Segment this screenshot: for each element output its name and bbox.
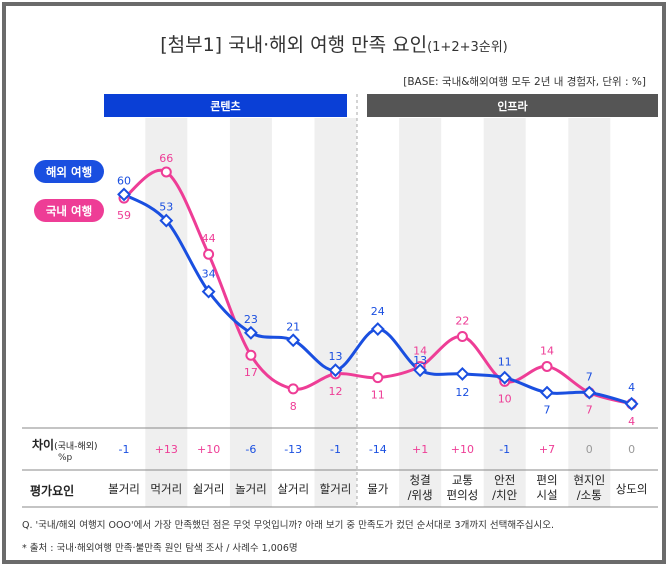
category-header: 평가요인 — [30, 484, 75, 498]
category-label: /위생 — [408, 488, 433, 502]
group-header-infra: 인프라 — [367, 94, 658, 117]
data-label-domestic: 12 — [329, 385, 343, 398]
data-label-domestic: 17 — [244, 366, 258, 379]
category-label: 쉴거리 — [193, 482, 225, 496]
data-label-overseas: 34 — [202, 268, 216, 281]
data-label-domestic: 66 — [159, 152, 173, 165]
diff-value: +10 — [451, 443, 474, 456]
question-note: Q. '국내/해외 여행지 OOO'에서 가장 만족했던 점은 무엇 무엇입니까… — [22, 520, 555, 531]
diff-value: 0 — [586, 443, 593, 456]
chart-title: [첨부1] 국내·해외 여행 만족 요인(1+2+3순위) — [160, 34, 508, 56]
category-label: 먹거리 — [150, 482, 182, 496]
category-label: 할거리 — [320, 482, 352, 496]
data-point-overseas — [582, 385, 597, 400]
diff-value: -1 — [330, 443, 341, 456]
diff-row-label: 차이(국내-해외) — [32, 438, 98, 452]
data-label-overseas: 7 — [586, 371, 593, 384]
data-label-domestic: 7 — [586, 404, 593, 417]
data-point-overseas — [497, 370, 512, 385]
data-label-domestic: 14 — [540, 344, 554, 357]
data-point-overseas — [455, 367, 470, 381]
category-label: 놀거리 — [235, 482, 267, 496]
diff-value: +1 — [412, 443, 428, 456]
base-note: [BASE: 국내&해외여행 모두 2년 내 경험자, 단위 : %] — [403, 76, 646, 88]
category-label: 현지인 — [573, 473, 605, 487]
data-label-domestic: 22 — [455, 315, 469, 328]
category-label: 물가 — [367, 482, 389, 496]
data-point-overseas — [413, 363, 428, 378]
category-label: 볼거리 — [108, 482, 140, 496]
data-label-domestic: 10 — [498, 392, 512, 405]
data-point-overseas — [540, 385, 554, 400]
category-label: /치안 — [492, 488, 517, 502]
column-band — [568, 118, 611, 507]
data-point-overseas — [624, 396, 639, 411]
data-point-overseas — [201, 284, 216, 299]
data-label-domestic: 8 — [290, 400, 297, 413]
data-label-overseas: 7 — [544, 404, 551, 417]
data-point-domestic — [456, 331, 468, 343]
category-label: 살거리 — [277, 482, 309, 496]
source-note: * 출처 : 국내·해외여행 만족·불만족 원인 탐색 조사 / 사례수 1,0… — [22, 543, 298, 554]
data-point-domestic — [160, 166, 172, 178]
category-label: 청결 — [410, 473, 431, 487]
data-point-domestic — [541, 360, 553, 372]
diff-value: +13 — [155, 443, 178, 456]
data-label-domestic: 14 — [413, 344, 427, 357]
data-label-overseas: 21 — [286, 320, 300, 333]
data-point-domestic — [287, 383, 299, 395]
category-label: 시설 — [536, 488, 557, 502]
data-label-domestic: 44 — [202, 232, 216, 245]
category-label: 안전 — [494, 473, 515, 487]
legend-domestic: 국내 여행 — [34, 199, 104, 222]
data-point-overseas — [328, 363, 343, 378]
data-label-overseas: 24 — [371, 305, 385, 318]
column-band — [483, 118, 526, 507]
data-point-overseas — [370, 322, 385, 336]
diff-value: +10 — [197, 443, 220, 456]
data-label-overseas: 12 — [455, 386, 469, 399]
data-point-domestic — [203, 248, 215, 260]
diff-value: -1 — [499, 443, 510, 456]
data-point-domestic — [245, 349, 257, 361]
data-label-domestic: 59 — [117, 209, 131, 222]
data-point-overseas — [243, 325, 258, 340]
column-band — [399, 118, 442, 507]
diff-unit: %p — [58, 453, 73, 463]
data-label-overseas: 13 — [329, 350, 343, 363]
diff-value: 0 — [628, 443, 635, 456]
category-label: 상도의 — [616, 482, 648, 496]
column-band — [145, 118, 188, 507]
data-point-overseas — [159, 213, 174, 228]
data-point-overseas — [117, 187, 131, 202]
data-label-domestic: 4 — [628, 415, 635, 428]
data-label-domestic: 11 — [371, 389, 385, 402]
category-label: 편의 — [536, 473, 557, 487]
data-label-overseas: 60 — [117, 174, 131, 187]
diff-value: -14 — [369, 443, 387, 456]
data-label-overseas: 13 — [413, 354, 427, 367]
diff-value: -6 — [245, 443, 256, 456]
data-point-domestic — [372, 372, 384, 384]
category-label: 편의성 — [447, 488, 479, 502]
data-label-overseas: 53 — [159, 201, 173, 214]
data-point-overseas — [286, 333, 301, 348]
column-band — [229, 118, 272, 507]
diff-value: -1 — [119, 443, 130, 456]
column-band — [314, 118, 357, 507]
series-line-domestic — [123, 168, 632, 406]
data-label-overseas: 4 — [628, 381, 635, 394]
legend-overseas: 해외 여행 — [34, 160, 104, 183]
diff-value: +7 — [539, 443, 555, 456]
data-label-overseas: 23 — [244, 313, 258, 326]
diff-value: -13 — [284, 443, 302, 456]
group-header-contents: 콘텐츠 — [104, 94, 347, 117]
data-label-overseas: 11 — [498, 356, 512, 369]
category-label: /소통 — [577, 488, 602, 502]
category-label: 교통 — [452, 473, 473, 487]
